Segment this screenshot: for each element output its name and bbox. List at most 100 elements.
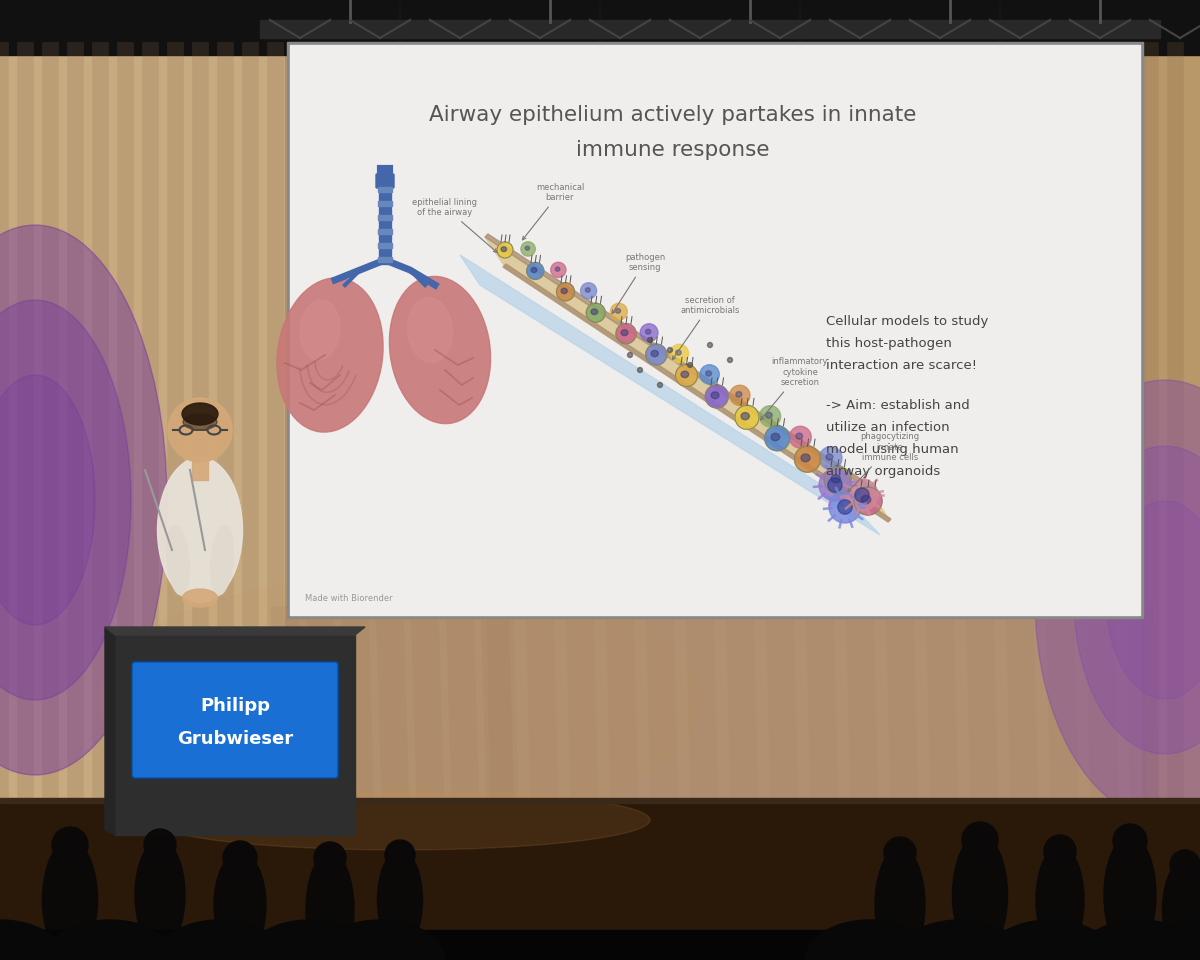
Ellipse shape	[682, 372, 689, 377]
Ellipse shape	[1036, 846, 1084, 954]
Circle shape	[497, 242, 514, 258]
Bar	[378, 201, 392, 206]
Ellipse shape	[526, 246, 529, 251]
Circle shape	[223, 841, 257, 875]
Circle shape	[824, 467, 851, 493]
Circle shape	[818, 469, 851, 501]
Circle shape	[1114, 824, 1147, 858]
Text: immune response: immune response	[576, 140, 769, 160]
Text: inflammatory
cytokine
secretion: inflammatory cytokine secretion	[761, 357, 828, 420]
Ellipse shape	[616, 308, 620, 313]
Ellipse shape	[826, 454, 833, 460]
Circle shape	[1170, 850, 1200, 880]
Ellipse shape	[0, 300, 131, 700]
Bar	[379, 241, 391, 248]
Circle shape	[794, 446, 821, 472]
Ellipse shape	[214, 852, 266, 957]
Circle shape	[658, 382, 662, 388]
Ellipse shape	[736, 392, 742, 397]
Bar	[287, 42, 1142, 618]
Circle shape	[730, 385, 750, 405]
Text: -> Aim: establish and: -> Aim: establish and	[826, 399, 970, 412]
Ellipse shape	[556, 267, 560, 271]
Ellipse shape	[100, 575, 700, 825]
Circle shape	[581, 283, 596, 299]
Ellipse shape	[796, 433, 803, 439]
Bar	[192, 455, 208, 480]
Bar	[0, 800, 1200, 960]
Ellipse shape	[1163, 860, 1200, 960]
Ellipse shape	[706, 371, 712, 376]
Ellipse shape	[150, 790, 650, 850]
Circle shape	[727, 357, 732, 363]
Bar	[379, 233, 391, 240]
Ellipse shape	[742, 413, 750, 420]
Ellipse shape	[0, 225, 167, 775]
Ellipse shape	[530, 268, 536, 273]
Ellipse shape	[592, 309, 598, 315]
Bar	[378, 229, 392, 234]
Circle shape	[820, 446, 842, 469]
Bar	[379, 185, 391, 192]
Text: Airway epithelium actively partakes in innate: Airway epithelium actively partakes in i…	[428, 105, 916, 125]
Bar	[260, 20, 1160, 38]
Ellipse shape	[646, 329, 650, 334]
Polygon shape	[0, 50, 286, 960]
Circle shape	[700, 365, 719, 384]
Circle shape	[587, 303, 605, 323]
Bar	[379, 249, 391, 256]
Ellipse shape	[1034, 380, 1200, 820]
Ellipse shape	[650, 350, 659, 357]
Ellipse shape	[772, 433, 780, 441]
Circle shape	[144, 829, 176, 861]
Circle shape	[557, 283, 575, 300]
Circle shape	[670, 345, 689, 363]
Circle shape	[764, 425, 790, 451]
Text: interaction are scarce!: interaction are scarce!	[826, 359, 977, 372]
Ellipse shape	[245, 920, 374, 960]
Text: pathogen
sensing: pathogen sensing	[612, 252, 665, 314]
Text: utilize an infection: utilize an infection	[826, 421, 949, 434]
Text: Grubwieser: Grubwieser	[176, 730, 293, 748]
Ellipse shape	[300, 300, 340, 360]
Polygon shape	[115, 635, 355, 835]
Polygon shape	[106, 627, 365, 635]
Ellipse shape	[1106, 501, 1200, 699]
Circle shape	[641, 324, 658, 342]
Text: airway organoids: airway organoids	[826, 465, 940, 478]
Ellipse shape	[390, 276, 491, 423]
Ellipse shape	[134, 840, 185, 950]
Bar	[378, 243, 392, 248]
Circle shape	[385, 840, 415, 870]
FancyBboxPatch shape	[132, 662, 338, 778]
Polygon shape	[460, 255, 880, 535]
Bar	[379, 217, 391, 224]
Ellipse shape	[1135, 920, 1200, 960]
Circle shape	[521, 242, 535, 256]
Circle shape	[884, 837, 916, 869]
Text: mechanical
barrier: mechanical barrier	[522, 182, 584, 240]
Ellipse shape	[1075, 920, 1200, 960]
Circle shape	[637, 368, 642, 372]
Ellipse shape	[1104, 836, 1156, 954]
Ellipse shape	[586, 288, 590, 292]
Bar	[378, 187, 392, 192]
Bar	[379, 225, 391, 232]
Ellipse shape	[0, 375, 95, 625]
Polygon shape	[503, 264, 890, 522]
Circle shape	[611, 303, 628, 320]
Ellipse shape	[306, 852, 354, 960]
Ellipse shape	[953, 835, 1008, 955]
Circle shape	[829, 491, 862, 523]
Circle shape	[667, 348, 672, 352]
Ellipse shape	[875, 848, 925, 960]
Circle shape	[688, 363, 692, 368]
Ellipse shape	[155, 920, 286, 960]
Circle shape	[551, 262, 566, 277]
Bar	[379, 209, 391, 216]
Circle shape	[616, 324, 636, 344]
Circle shape	[527, 262, 544, 279]
Ellipse shape	[167, 525, 190, 595]
Text: epithelial lining
of the airway: epithelial lining of the airway	[413, 198, 497, 252]
Polygon shape	[1145, 50, 1200, 960]
